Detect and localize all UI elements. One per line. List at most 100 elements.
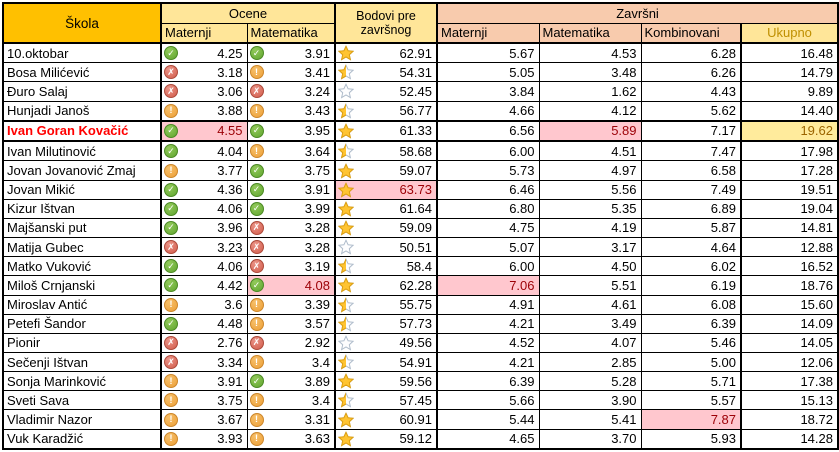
zavrsni-matematika-cell[interactable]: 4.50 (538, 256, 642, 277)
ukupno-cell[interactable]: 14.40 (740, 100, 839, 122)
bodovi-cell[interactable]: 54.91 (334, 351, 438, 373)
zavrsni-maternji-cell[interactable]: 5.67 (436, 42, 540, 64)
ocena-matematika-cell[interactable]: ! 3.31 (246, 409, 336, 430)
bodovi-cell[interactable]: 57.73 (334, 313, 438, 334)
ocena-maternji-cell[interactable]: ✗ 3.18 (160, 62, 248, 83)
ukupno-cell[interactable]: 14.09 (740, 313, 839, 334)
ukupno-cell[interactable]: 14.05 (740, 332, 839, 353)
zavrsni-maternji-cell[interactable]: 4.21 (436, 351, 540, 373)
ocena-matematika-cell[interactable]: ! 3.43 (246, 100, 336, 122)
ukupno-cell[interactable]: 15.60 (740, 294, 839, 315)
school-name-cell[interactable]: Miroslav Antić (2, 294, 162, 315)
ocena-matematika-cell[interactable]: ✓ 3.75 (246, 160, 336, 181)
ukupno-cell[interactable]: 17.38 (740, 371, 839, 392)
zavrsni-matematika-cell[interactable]: 5.51 (538, 275, 642, 296)
zavrsni-matematika-cell[interactable]: 3.90 (538, 390, 642, 411)
column-header-ukupno[interactable]: Ukupno (740, 22, 839, 44)
school-name-cell[interactable]: Jovan Mikić (2, 179, 162, 200)
ocena-maternji-cell[interactable]: ✓ 4.48 (160, 313, 248, 334)
zavrsni-matematika-cell[interactable]: 3.48 (538, 62, 642, 83)
column-header-zavrsni-matematika[interactable]: Matematika (538, 22, 642, 44)
school-name-cell[interactable]: Bosa Milićević (2, 62, 162, 83)
school-name-cell[interactable]: Vuk Karadžić (2, 428, 162, 450)
ocena-matematika-cell[interactable]: ! 3.41 (246, 62, 336, 83)
zavrsni-matematika-cell[interactable]: 3.17 (538, 237, 642, 258)
kombinovani-cell[interactable]: 5.71 (640, 371, 742, 392)
zavrsni-matematika-cell[interactable]: 4.51 (538, 140, 642, 162)
ocena-maternji-cell[interactable]: ✓ 4.36 (160, 179, 248, 200)
zavrsni-matematika-cell[interactable]: 5.28 (538, 371, 642, 392)
school-name-cell[interactable]: Ivan Milutinović (2, 140, 162, 162)
column-group-zavrsni[interactable]: Završni (436, 2, 839, 24)
ocena-matematika-cell[interactable]: ! 3.64 (246, 140, 336, 162)
kombinovani-cell[interactable]: 7.87 (640, 409, 742, 430)
zavrsni-matematika-cell[interactable]: 4.07 (538, 332, 642, 353)
ocena-matematika-cell[interactable]: ! 3.4 (246, 390, 336, 411)
bodovi-cell[interactable]: 59.56 (334, 371, 438, 392)
ocena-maternji-cell[interactable]: ✓ 4.42 (160, 275, 248, 296)
school-name-cell[interactable]: Kizur Ištvan (2, 198, 162, 219)
ocena-matematika-cell[interactable]: ✓ 3.89 (246, 371, 336, 392)
zavrsni-matematika-cell[interactable]: 5.89 (538, 119, 642, 143)
zavrsni-matematika-cell[interactable]: 4.97 (538, 160, 642, 181)
zavrsni-maternji-cell[interactable]: 6.46 (436, 179, 540, 200)
zavrsni-matematika-cell[interactable]: 4.19 (538, 217, 642, 239)
ocena-matematika-cell[interactable]: ✓ 3.95 (246, 119, 336, 143)
ukupno-cell[interactable]: 14.81 (740, 217, 839, 239)
ocena-maternji-cell[interactable]: ! 3.75 (160, 390, 248, 411)
ocena-maternji-cell[interactable]: ✓ 4.04 (160, 140, 248, 162)
kombinovani-cell[interactable]: 5.57 (640, 390, 742, 411)
ukupno-cell[interactable]: 19.04 (740, 198, 839, 219)
bodovi-cell[interactable]: 62.91 (334, 42, 438, 64)
bodovi-cell[interactable]: 60.91 (334, 409, 438, 430)
zavrsni-maternji-cell[interactable]: 5.44 (436, 409, 540, 430)
ocena-maternji-cell[interactable]: ✓ 3.96 (160, 217, 248, 239)
school-name-cell[interactable]: Matija Gubec (2, 237, 162, 258)
zavrsni-maternji-cell[interactable]: 6.80 (436, 198, 540, 219)
zavrsni-maternji-cell[interactable]: 5.07 (436, 237, 540, 258)
ocena-matematika-cell[interactable]: ✗ 2.92 (246, 332, 336, 353)
school-name-cell[interactable]: Vladimir Nazor (2, 409, 162, 430)
column-header-kombinovani[interactable]: Kombinovani (640, 22, 742, 44)
zavrsni-matematika-cell[interactable]: 4.12 (538, 100, 642, 122)
ocena-matematika-cell[interactable]: ! 3.57 (246, 313, 336, 334)
bodovi-cell[interactable]: 57.45 (334, 390, 438, 411)
ukupno-cell[interactable]: 9.89 (740, 81, 839, 102)
kombinovani-cell[interactable]: 7.49 (640, 179, 742, 200)
kombinovani-cell[interactable]: 4.43 (640, 81, 742, 102)
kombinovani-cell[interactable]: 6.19 (640, 275, 742, 296)
zavrsni-matematika-cell[interactable]: 5.56 (538, 179, 642, 200)
column-header-ocene-maternji[interactable]: Maternji (160, 22, 248, 44)
ocena-maternji-cell[interactable]: ! 3.6 (160, 294, 248, 315)
zavrsni-maternji-cell[interactable]: 4.21 (436, 313, 540, 334)
ukupno-cell[interactable]: 19.51 (740, 179, 839, 200)
ocena-maternji-cell[interactable]: ✓ 4.06 (160, 198, 248, 219)
ocena-matematika-cell[interactable]: ✗ 3.19 (246, 256, 336, 277)
school-name-cell[interactable]: Miloš Crnjanski (2, 275, 162, 296)
bodovi-cell[interactable]: 54.31 (334, 62, 438, 83)
ocena-maternji-cell[interactable]: ! 3.93 (160, 428, 248, 450)
column-header-bodovi-pre-zavrsnog[interactable]: Bodovi pre završnog (334, 2, 438, 44)
school-name-cell[interactable]: Pionir (2, 332, 162, 353)
bodovi-cell[interactable]: 59.09 (334, 217, 438, 239)
ocena-maternji-cell[interactable]: ✗ 3.34 (160, 351, 248, 373)
school-name-cell[interactable]: Ivan Goran Kovačić (2, 119, 162, 143)
bodovi-cell[interactable]: 59.12 (334, 428, 438, 450)
zavrsni-maternji-cell[interactable]: 4.52 (436, 332, 540, 353)
zavrsni-matematika-cell[interactable]: 4.53 (538, 42, 642, 64)
zavrsni-maternji-cell[interactable]: 6.56 (436, 119, 540, 143)
kombinovani-cell[interactable]: 5.87 (640, 217, 742, 239)
kombinovani-cell[interactable]: 5.00 (640, 351, 742, 373)
zavrsni-matematika-cell[interactable]: 3.49 (538, 313, 642, 334)
zavrsni-maternji-cell[interactable]: 4.75 (436, 217, 540, 239)
zavrsni-matematika-cell[interactable]: 5.41 (538, 409, 642, 430)
zavrsni-maternji-cell[interactable]: 7.06 (436, 275, 540, 296)
bodovi-cell[interactable]: 61.64 (334, 198, 438, 219)
bodovi-cell[interactable]: 63.73 (334, 179, 438, 200)
ocena-matematika-cell[interactable]: ✓ 3.91 (246, 42, 336, 64)
kombinovani-cell[interactable]: 7.47 (640, 140, 742, 162)
ukupno-cell[interactable]: 16.48 (740, 42, 839, 64)
school-name-cell[interactable]: Sečenji Ištvan (2, 351, 162, 373)
ocena-maternji-cell[interactable]: ✓ 4.25 (160, 42, 248, 64)
ocena-matematika-cell[interactable]: ✗ 3.28 (246, 217, 336, 239)
